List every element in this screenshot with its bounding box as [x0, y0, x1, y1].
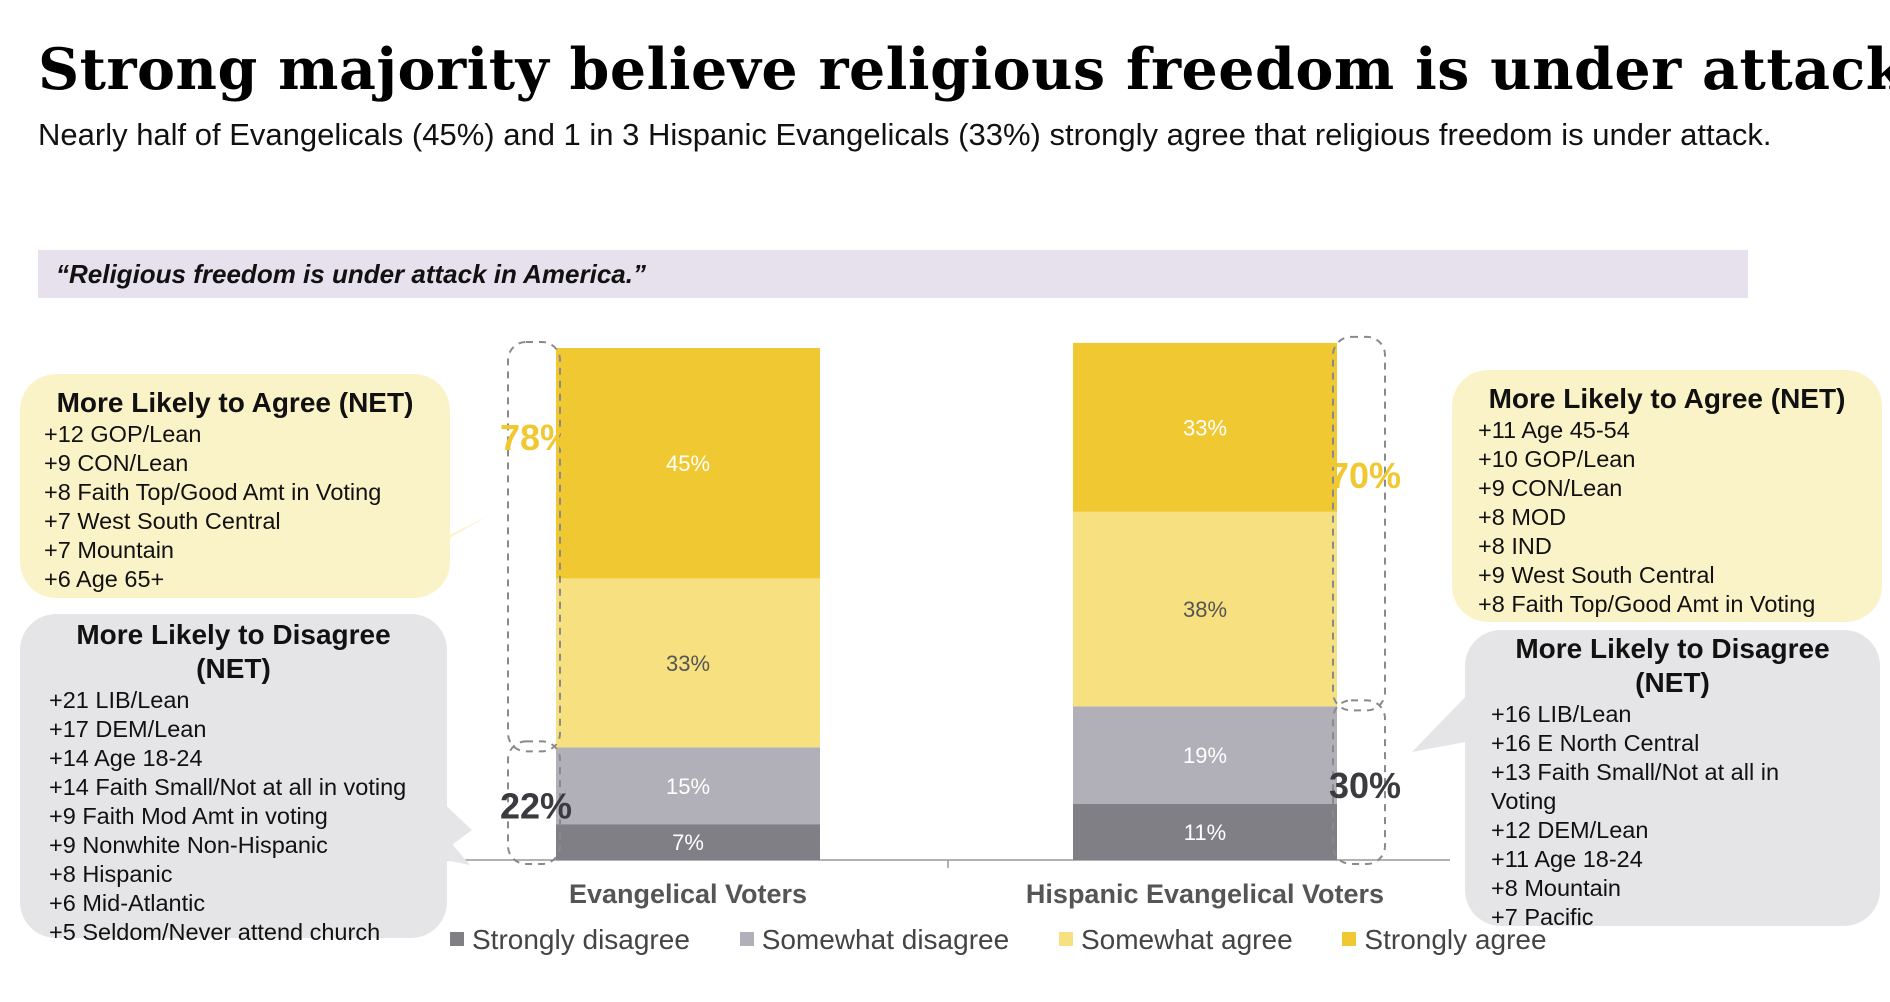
net-disagree-bracket: [1332, 699, 1386, 866]
right-agree-heading: More Likely to Agree (NET): [1488, 383, 1846, 414]
bar-segment-strongly-disagree: [556, 824, 820, 860]
bar-segment-somewhat-agree: [1073, 511, 1337, 707]
right-disagree-item: +13 Faith Small/Not at all in Voting: [1491, 759, 1780, 814]
x-tick-label: Evangelical Voters: [569, 879, 807, 909]
legend-label: Strongly disagree: [472, 924, 690, 955]
bar-segment-strongly-disagree: [1073, 803, 1337, 860]
left-disagree-item: +5 Seldom/Never attend church: [49, 919, 381, 945]
bar-segment-somewhat-disagree: [1073, 706, 1337, 804]
question-text: “Religious freedom is under attack in Am…: [56, 259, 646, 289]
left-agree-item: +12 GOP/Lean: [44, 421, 202, 447]
right-agree-item: +8 IND: [1478, 533, 1552, 559]
left-disagree-item: +21 LIB/Lean: [49, 687, 190, 713]
right-agree-item: +8 MOD: [1478, 504, 1567, 530]
question-banner: “Religious freedom is under attack in Am…: [38, 250, 1748, 298]
net-agree-label: 78%: [500, 417, 572, 458]
right-disagree-list: +16 LIB/Lean +16 E North Central +13 Fai…: [1465, 700, 1811, 932]
legend-item: Strongly disagree: [450, 924, 690, 956]
legend-swatch-strongly-agree: [1342, 931, 1357, 946]
left-disagree-list: +21 LIB/Lean +17 DEM/Lean +14 Age 18-24 …: [20, 686, 447, 947]
left-disagree-heading: More Likely to Disagree (NET): [76, 619, 391, 684]
chart-legend: Strongly disagree Somewhat disagree Some…: [450, 924, 1589, 956]
page-title: Strong majority believe religious freedo…: [38, 36, 1890, 103]
data-label: 7%: [672, 830, 704, 855]
left-disagree-item: +6 Mid-Atlantic: [49, 890, 206, 916]
right-disagree-item: +12 DEM/Lean: [1491, 817, 1649, 843]
data-label: 38%: [1183, 597, 1227, 622]
right-agree-item: +9 CON/Lean: [1478, 475, 1623, 501]
net-agree-bracket: [507, 341, 561, 753]
right-disagree-item: +16 LIB/Lean: [1491, 701, 1632, 727]
left-disagree-item: +9 Nonwhite Non-Hispanic: [49, 832, 328, 858]
data-label: 15%: [666, 774, 710, 799]
data-label: 33%: [666, 651, 710, 676]
data-label: 45%: [666, 451, 710, 476]
left-agree-item: +9 CON/Lean: [44, 450, 189, 476]
right-disagree-heading: More Likely to Disagree (NET): [1515, 633, 1830, 698]
left-agree-item: +8 Faith Top/Good Amt in Voting: [44, 479, 382, 505]
left-agree-item: +7 West South Central: [44, 508, 281, 534]
legend-label: Somewhat agree: [1080, 924, 1293, 955]
left-disagree-callout: More Likely to Disagree (NET) +21 LIB/Le…: [20, 614, 447, 945]
right-agree-list: +11 Age 45-54 +10 GOP/Lean +9 CON/Lean +…: [1452, 416, 1882, 619]
legend-swatch-somewhat-disagree: [739, 931, 754, 946]
left-agree-heading: More Likely to Agree (NET): [56, 387, 414, 418]
legend-item: Strongly agree: [1342, 924, 1547, 956]
right-agree-item: +10 GOP/Lean: [1478, 446, 1636, 472]
bar-segment-somewhat-agree: [556, 578, 820, 748]
legend-item: Somewhat disagree: [739, 924, 1010, 956]
page-subtitle: Nearly half of Evangelicals (45%) and 1 …: [38, 117, 1772, 152]
bar-segment-strongly-agree: [556, 348, 820, 579]
right-agree-callout: More Likely to Agree (NET) +11 Age 45-54…: [1452, 370, 1882, 622]
left-disagree-item: +8 Hispanic: [49, 861, 173, 887]
right-disagree-callout-tail: [1412, 692, 1476, 752]
net-disagree-label: 30%: [1329, 765, 1401, 806]
right-agree-item: +8 Faith Top/Good Amt in Voting: [1478, 591, 1816, 617]
right-disagree-item: +7 Pacific: [1491, 904, 1594, 930]
legend-swatch-somewhat-agree: [1058, 931, 1073, 946]
legend-label: Strongly agree: [1364, 924, 1547, 955]
net-agree-bracket: [1332, 335, 1386, 712]
legend-item: Somewhat agree: [1058, 924, 1293, 956]
left-disagree-item: +14 Age 18-24: [49, 745, 203, 771]
left-agree-callout: More Likely to Agree (NET) +12 GOP/Lean …: [20, 374, 450, 598]
right-agree-item: +9 West South Central: [1478, 562, 1715, 588]
left-agree-list: +12 GOP/Lean +9 CON/Lean +8 Faith Top/Go…: [20, 420, 450, 594]
left-agree-item: +6 Age 65+: [44, 566, 165, 592]
data-label: 33%: [1183, 415, 1227, 440]
right-disagree-item: +11 Age 18-24: [1491, 846, 1643, 872]
data-label: 19%: [1183, 743, 1227, 768]
left-disagree-callout-tail-base: [440, 800, 472, 850]
legend-swatch-strongly-disagree: [450, 931, 464, 946]
net-disagree-label: 22%: [500, 786, 572, 827]
legend-label: Somewhat disagree: [761, 924, 1010, 955]
left-disagree-item: +14 Faith Small/Not at all in voting: [49, 774, 407, 800]
right-disagree-item: +8 Mountain: [1491, 875, 1621, 901]
bar-segment-somewhat-disagree: [556, 747, 820, 825]
right-disagree-item: +16 E North Central: [1491, 730, 1700, 756]
right-disagree-callout: More Likely to Disagree (NET) +16 LIB/Le…: [1465, 630, 1880, 930]
right-agree-item: +11 Age 45-54: [1478, 417, 1630, 443]
net-agree-label: 70%: [1329, 455, 1401, 496]
data-label: 11%: [1184, 820, 1226, 845]
x-tick-label: Hispanic Evangelical Voters: [1026, 879, 1384, 909]
left-disagree-item: +17 DEM/Lean: [49, 716, 207, 742]
left-agree-item: +7 Mountain: [44, 537, 174, 563]
left-disagree-item: +9 Faith Mod Amt in voting: [49, 803, 328, 829]
bar-segment-strongly-agree: [1073, 342, 1337, 512]
